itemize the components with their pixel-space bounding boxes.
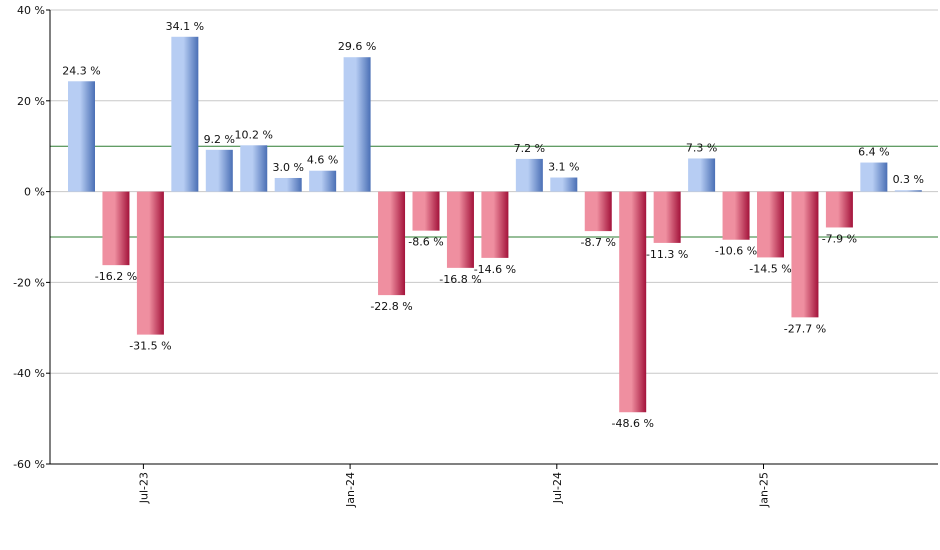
bar	[550, 177, 578, 192]
bar	[481, 191, 509, 258]
bar-data-label: -11.3 %	[646, 248, 688, 261]
y-tick-label: 0 %	[24, 186, 45, 199]
y-tick-label: -40 %	[13, 367, 45, 380]
bar-data-label: -14.6 %	[474, 263, 516, 276]
bar	[653, 191, 681, 243]
bar-data-label: 4.6 %	[307, 154, 338, 167]
bar-data-label: 24.3 %	[62, 64, 100, 77]
bar-data-label: 9.2 %	[204, 133, 235, 146]
bar	[240, 145, 268, 192]
bar-data-label: 0.3 %	[893, 173, 924, 186]
y-tick-label: -60 %	[13, 458, 45, 471]
bar	[722, 191, 750, 240]
bar	[136, 191, 164, 335]
bar-data-label: 7.3 %	[686, 141, 717, 154]
bar	[171, 36, 199, 192]
bar-data-label: -7.9 %	[822, 232, 857, 245]
bar	[584, 191, 612, 232]
bar-data-label: 3.1 %	[548, 161, 579, 174]
bar	[102, 191, 130, 266]
x-tick-label: Jul-23	[137, 472, 150, 504]
bar	[343, 57, 371, 192]
bar-data-label: -27.7 %	[784, 322, 826, 335]
bar-data-label: 10.2 %	[235, 128, 273, 141]
x-tick-label: Jul-24	[551, 472, 564, 504]
bar-data-label: 3.0 %	[272, 161, 303, 174]
bar-data-label: -31.5 %	[129, 340, 171, 353]
bar	[619, 191, 647, 413]
bar-data-label: -16.2 %	[95, 270, 137, 283]
bar-data-label: -8.7 %	[581, 236, 616, 249]
bar-data-label: 34.1 %	[166, 20, 204, 33]
y-tick-label: -20 %	[13, 276, 45, 289]
y-tick-label: 20 %	[17, 95, 45, 108]
bar	[205, 149, 233, 192]
bar	[274, 177, 302, 192]
bar	[309, 170, 337, 192]
bar-data-label: -14.5 %	[749, 262, 791, 275]
bar	[688, 158, 716, 192]
bar	[860, 162, 888, 192]
bar	[757, 191, 784, 258]
bar	[894, 190, 922, 192]
bar-data-label: 7.2 %	[514, 142, 545, 155]
bar-data-label: 6.4 %	[858, 146, 889, 159]
bar-data-label: -16.8 %	[439, 273, 481, 286]
y-axis-ticks: 40 % 20 % 0 % -20 % -40 % -60 %	[13, 4, 50, 471]
bar	[791, 191, 819, 318]
bar	[68, 81, 95, 192]
bar	[412, 191, 440, 231]
bar	[825, 191, 853, 228]
bar-data-label: -10.6 %	[715, 245, 757, 258]
bar-data-label: -22.8 %	[370, 300, 412, 313]
bar	[515, 158, 543, 192]
y-tick-label: 40 %	[17, 4, 45, 17]
x-tick-label: Jan-24	[344, 472, 357, 508]
bar-data-label: -8.6 %	[408, 236, 443, 249]
axes	[49, 10, 938, 465]
bar-data-label: -48.6 %	[611, 417, 653, 430]
bar-series	[68, 36, 922, 413]
bar-data-labels: 24.3 % -16.2 % -31.5 % 34.1 % 9.2 % 10.2 % 3.0…	[62, 20, 924, 430]
bar	[378, 191, 406, 296]
x-axis-ticks: Jul-23 Jan-24 Jul-24 Jan-25	[137, 464, 771, 508]
bar-data-label: 29.6 %	[338, 40, 376, 53]
bar	[446, 191, 474, 268]
x-tick-label: Jan-25	[758, 472, 771, 508]
